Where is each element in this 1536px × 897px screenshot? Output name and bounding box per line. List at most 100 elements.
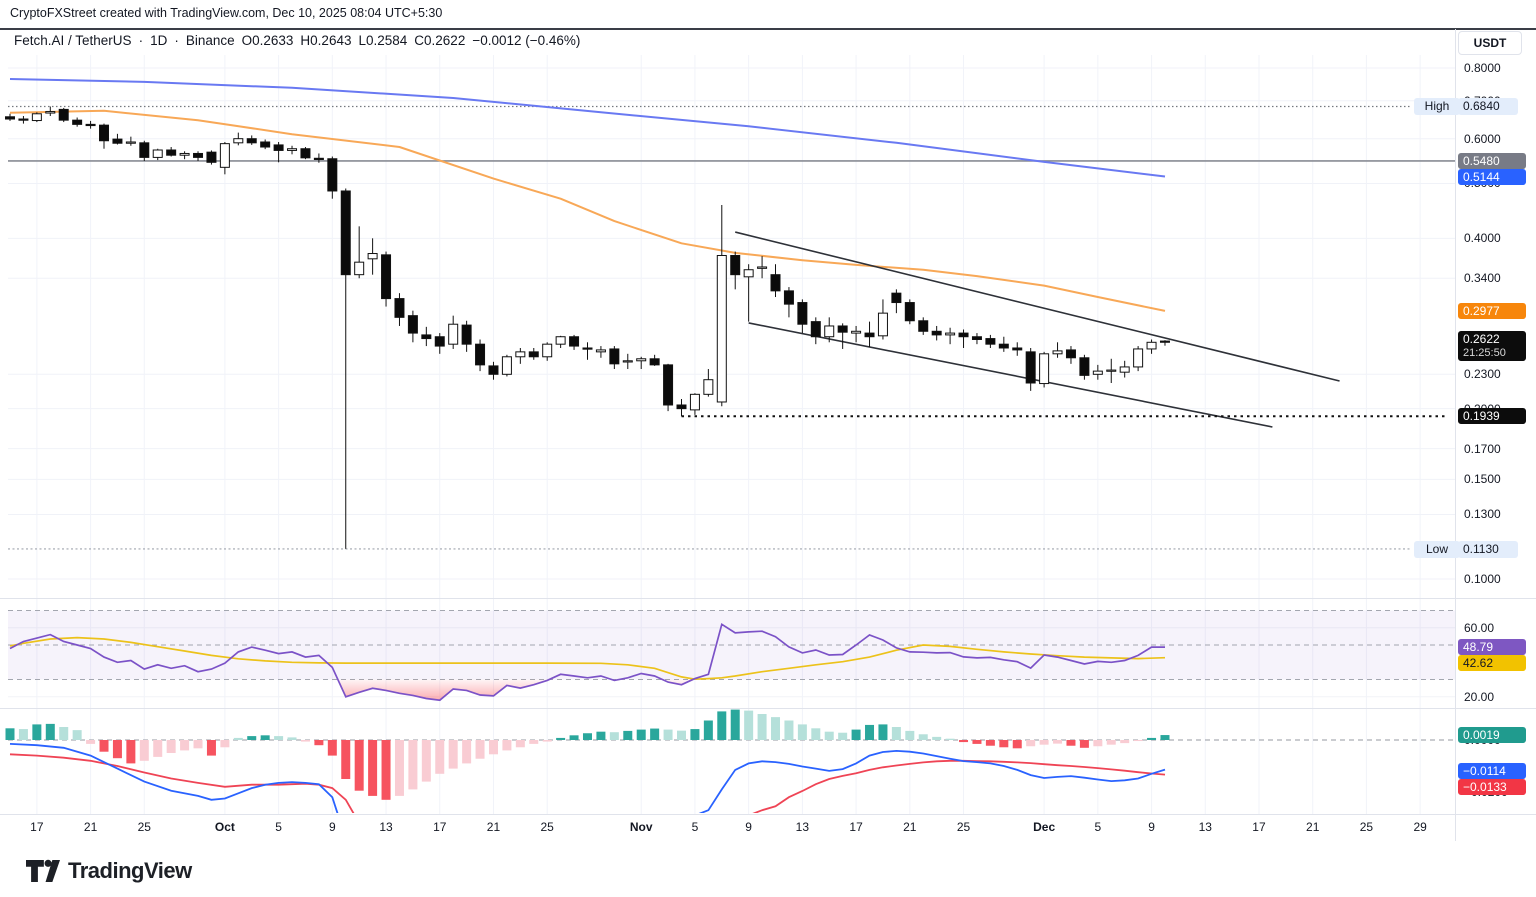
- last-price-badge: 0.2622 21:25:50: [1458, 331, 1526, 361]
- tradingview-logo[interactable]: TradingView: [26, 856, 192, 886]
- up-candle: [1119, 366, 1130, 373]
- ohlc-change: −0.0012 (−0.46%): [472, 33, 581, 48]
- ohlc-high: H0.2643: [300, 33, 352, 48]
- down-candle: [730, 254, 741, 276]
- price-tick: 0.6000: [1464, 131, 1501, 146]
- down-candle: [85, 123, 96, 127]
- down-candle: [528, 351, 539, 358]
- down-candle: [971, 336, 982, 340]
- price-tick: 0.1700: [1464, 441, 1501, 456]
- high-label-chip: High: [1414, 98, 1460, 115]
- time-label: 9: [1148, 820, 1155, 834]
- down-candle: [609, 348, 620, 365]
- rsi-panel: [8, 609, 1455, 702]
- macd-signal-value-badge: −0.0133: [1458, 779, 1526, 795]
- price-panel: [8, 78, 1455, 550]
- time-label: 17: [1252, 820, 1266, 834]
- time-label: 21: [1306, 820, 1320, 834]
- down-candle: [1025, 351, 1036, 384]
- up-candle: [1106, 369, 1117, 372]
- price-tick: 0.1500: [1464, 472, 1501, 487]
- up-candle: [45, 111, 56, 114]
- down-candle: [18, 118, 29, 121]
- up-candle: [233, 138, 244, 144]
- rsi-oversold-fill: [662, 679, 693, 685]
- time-label: 17: [433, 820, 447, 834]
- up-candle: [125, 141, 136, 144]
- orange-ma-line: [9, 109, 1166, 312]
- down-candle: [837, 325, 848, 333]
- currency-toggle-button[interactable]: USDT: [1458, 31, 1522, 55]
- up-candle: [1133, 348, 1144, 368]
- tradingview-logo-text: TradingView: [68, 858, 192, 883]
- rsi-ma-line: [9, 636, 1166, 681]
- up-candle: [501, 356, 512, 375]
- time-label: 21: [903, 820, 917, 834]
- up-candle: [716, 254, 727, 403]
- down-candle: [394, 298, 405, 318]
- support-price-badge: 0.1939: [1458, 408, 1526, 424]
- up-candle: [595, 349, 606, 353]
- price-tick: 0.8000: [1464, 61, 1501, 75]
- up-candle: [179, 152, 190, 156]
- rsi-line: [9, 622, 1165, 702]
- price-tick: 0.3400: [1464, 271, 1501, 286]
- up-candle: [1146, 341, 1157, 350]
- rsi-value-badge: 48.79: [1458, 639, 1526, 655]
- up-candle: [555, 336, 566, 345]
- time-label: 13: [795, 820, 810, 834]
- down-candle: [931, 330, 942, 336]
- down-candle: [99, 124, 110, 142]
- up-candle: [636, 358, 647, 362]
- rsi-tick: 20.00: [1464, 689, 1495, 704]
- down-candle: [1159, 340, 1170, 343]
- symbol-name: Fetch.AI / TetherUS: [14, 33, 132, 48]
- time-label-month: Nov: [629, 820, 653, 834]
- macd-signal-line: [9, 753, 1166, 813]
- time-label: 5: [691, 820, 699, 834]
- time-label: 29: [1413, 820, 1427, 834]
- tradingview-logo-icon: [26, 859, 60, 883]
- up-candle: [689, 393, 700, 411]
- down-candle: [1079, 357, 1090, 376]
- macd-line-value-badge: −0.0114: [1458, 763, 1526, 779]
- down-candle: [904, 302, 915, 322]
- up-candle: [515, 351, 526, 358]
- down-candle: [246, 138, 257, 144]
- up-candle: [1052, 350, 1063, 355]
- time-label: 25: [137, 820, 151, 834]
- down-candle: [998, 343, 1009, 349]
- up-candle: [703, 379, 714, 395]
- macd-line: [9, 743, 1166, 813]
- up-candle: [824, 325, 835, 338]
- ohlc-close: C0.2622: [414, 33, 466, 48]
- down-candle: [273, 144, 284, 151]
- price-tick: 0.1300: [1464, 507, 1501, 522]
- last-price-value: 0.2622: [1463, 332, 1500, 346]
- down-candle: [783, 290, 794, 305]
- ohlc-open: O0.2633: [241, 33, 294, 48]
- down-candle: [810, 321, 821, 338]
- down-candle: [569, 336, 580, 347]
- time-label-month: Dec: [1033, 820, 1056, 834]
- down-candle: [461, 324, 472, 345]
- interval-label: 1D: [150, 33, 168, 48]
- time-label: 21: [486, 820, 501, 834]
- symbol-title-bar: Fetch.AI / TetherUS · 1D · Binance O0.2633 H0.…: [14, 33, 587, 48]
- price-tick: 0.4000: [1464, 231, 1501, 246]
- panel-separators: [0, 29, 1536, 841]
- bar-countdown-timer: 21:25:50: [1463, 347, 1506, 359]
- time-label: 13: [379, 820, 393, 834]
- down-candle: [1012, 347, 1023, 351]
- ohlc-low: L0.2584: [358, 33, 408, 48]
- down-candle: [421, 334, 432, 340]
- gray-line-price-badge: 0.5480: [1458, 153, 1526, 169]
- dot-separator: ·: [174, 33, 179, 48]
- candles-layer: [5, 106, 1170, 549]
- down-candle: [381, 254, 392, 300]
- down-candle: [676, 404, 687, 410]
- time-label: 9: [328, 820, 336, 834]
- down-candle: [985, 338, 996, 345]
